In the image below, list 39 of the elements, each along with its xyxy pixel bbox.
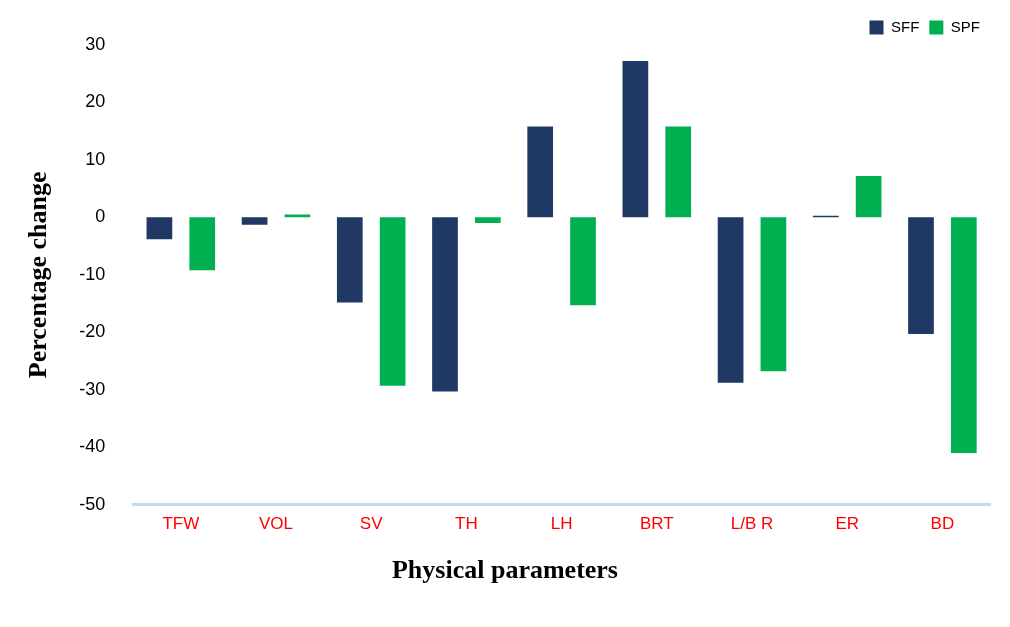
legend-label: SPF	[950, 17, 981, 35]
x-tick-label: SV	[359, 514, 384, 534]
x-tick-label: TFW	[162, 514, 200, 534]
x-axis-title: Physical parameters	[391, 555, 619, 585]
x-tick-label: L/B R	[730, 514, 774, 534]
bar	[760, 217, 787, 372]
x-tick-label: BRT	[639, 514, 674, 534]
y-tick-label: 10	[85, 148, 106, 169]
y-tick-label: 30	[85, 33, 106, 54]
x-tick-label: TH	[455, 514, 478, 534]
bar	[855, 175, 882, 218]
bar	[432, 217, 458, 392]
legend-label: SFF	[891, 17, 920, 35]
bar	[908, 217, 934, 334]
bar	[336, 217, 363, 303]
bar	[146, 217, 173, 240]
bar	[189, 217, 216, 271]
y-axis-title: Percentage change	[23, 171, 53, 379]
y-tick-label: -10	[79, 263, 106, 284]
bar	[474, 217, 501, 224]
bar	[527, 126, 554, 218]
x-tick-label: ER	[835, 514, 860, 534]
x-tick-label: BD	[930, 514, 955, 534]
bar	[622, 61, 649, 218]
x-tick-label: LH	[550, 514, 573, 534]
bar	[717, 217, 744, 383]
bar	[950, 217, 977, 453]
bar	[665, 126, 692, 218]
y-tick-label: 0	[95, 206, 106, 227]
bar	[284, 214, 311, 218]
y-tick-label: -40	[79, 436, 106, 457]
bar	[241, 217, 268, 225]
y-tick-label: 20	[85, 91, 106, 112]
bar	[379, 217, 406, 386]
x-tick-label: VOL	[259, 514, 294, 534]
bar	[570, 217, 596, 306]
y-tick-label: -50	[79, 493, 106, 514]
y-tick-label: -20	[79, 321, 106, 342]
y-tick-label: -30	[79, 378, 106, 399]
